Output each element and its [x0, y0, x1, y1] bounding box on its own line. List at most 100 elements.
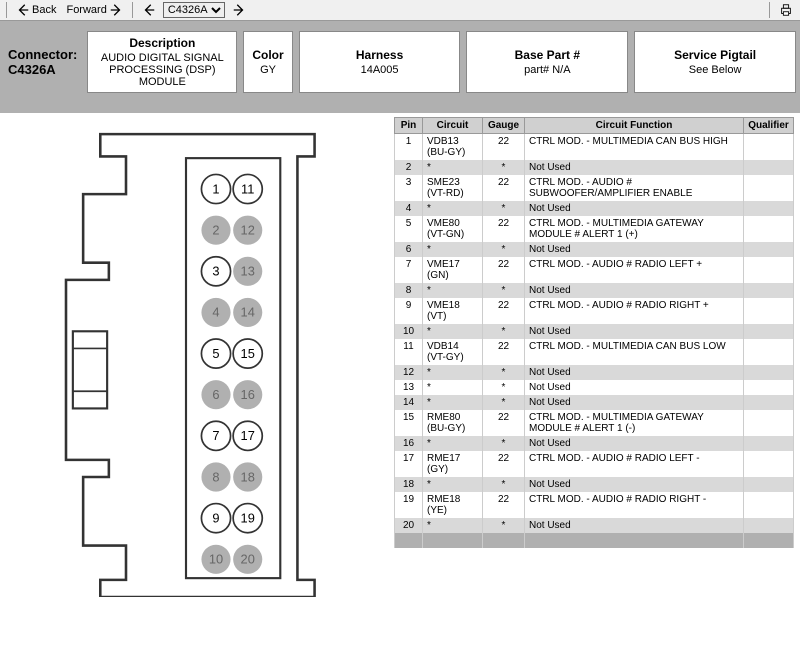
table-cell: 16 — [395, 436, 423, 451]
print-button[interactable] — [776, 2, 796, 18]
svg-text:12: 12 — [241, 222, 255, 237]
table-cell: * — [423, 242, 483, 257]
table-cell: 22 — [483, 492, 525, 518]
arrow-right-icon — [109, 3, 123, 17]
table-cell — [744, 324, 794, 339]
table-cell: * — [423, 436, 483, 451]
table-cell: 14 — [395, 395, 423, 410]
table-cell: 9 — [395, 298, 423, 324]
table-cell: * — [483, 395, 525, 410]
next-button[interactable] — [229, 2, 249, 18]
svg-text:19: 19 — [241, 510, 255, 525]
table-cell: CTRL MOD. - MULTIMEDIA GATEWAY MODULE # … — [525, 216, 744, 242]
table-cell: RME17 (GY) — [423, 451, 483, 477]
table-cell: * — [423, 283, 483, 298]
table-row: 13**Not Used — [395, 380, 794, 395]
table-cell: Not Used — [525, 518, 744, 533]
table-cell — [744, 242, 794, 257]
table-cell — [744, 134, 794, 161]
table-cell: Not Used — [525, 365, 744, 380]
table-row: 9VME18 (VT)22CTRL MOD. - AUDIO # RADIO R… — [395, 298, 794, 324]
table-cell: Not Used — [525, 477, 744, 492]
info-box: Description AUDIO DIGITAL SIGNAL PROCESSI… — [87, 31, 237, 93]
pin-table: PinCircuitGaugeCircuit FunctionQualifier… — [394, 117, 794, 548]
table-cell: 22 — [483, 451, 525, 477]
svg-text:9: 9 — [212, 510, 219, 525]
info-box: ColorGY — [243, 31, 292, 93]
table-cell: * — [483, 436, 525, 451]
table-cell — [744, 298, 794, 324]
svg-text:10: 10 — [209, 552, 223, 567]
table-cell: CTRL MOD. - AUDIO # RADIO LEFT + — [525, 257, 744, 283]
info-box-value: 14A005 — [308, 64, 452, 76]
table-cell: 22 — [483, 216, 525, 242]
connector-value: C4326A — [8, 62, 77, 77]
table-cell: VME80 (VT-GN) — [423, 216, 483, 242]
table-cell: 20 — [395, 518, 423, 533]
table-row: 1VDB13 (BU-GY)22CTRL MOD. - MULTIMEDIA C… — [395, 134, 794, 161]
table-cell — [744, 257, 794, 283]
svg-text:4: 4 — [212, 305, 219, 320]
connector-diagram: 1112123134145156167178189191020 — [6, 117, 386, 600]
info-box-value: See Below — [643, 64, 787, 76]
table-cell: VDB14 (VT-GY) — [423, 339, 483, 365]
table-cell — [744, 395, 794, 410]
table-header: Circuit Function — [525, 118, 744, 134]
table-cell: * — [423, 518, 483, 533]
svg-text:18: 18 — [241, 469, 255, 484]
table-cell: * — [423, 395, 483, 410]
table-cell — [744, 283, 794, 298]
table-cell: CTRL MOD. - AUDIO # RADIO RIGHT + — [525, 298, 744, 324]
table-cell: Not Used — [525, 380, 744, 395]
table-cell — [744, 492, 794, 518]
info-box-value: AUDIO DIGITAL SIGNAL PROCESSING (DSP) MO… — [96, 52, 228, 88]
table-cell: * — [423, 365, 483, 380]
table-cell: RME80 (BU-GY) — [423, 410, 483, 436]
table-cell: CTRL MOD. - MULTIMEDIA CAN BUS HIGH — [525, 134, 744, 161]
info-box-title: Description — [96, 36, 228, 50]
table-cell — [744, 201, 794, 216]
table-row: 6**Not Used — [395, 242, 794, 257]
svg-text:3: 3 — [212, 264, 219, 279]
table-row: 18**Not Used — [395, 477, 794, 492]
table-cell: 22 — [483, 410, 525, 436]
svg-text:8: 8 — [212, 469, 219, 484]
svg-text:20: 20 — [241, 552, 255, 567]
table-cell: * — [483, 518, 525, 533]
table-row: 19RME18 (YE)22CTRL MOD. - AUDIO # RADIO … — [395, 492, 794, 518]
forward-label: Forward — [66, 4, 106, 16]
svg-text:6: 6 — [212, 387, 219, 402]
table-cell — [744, 339, 794, 365]
table-cell: * — [483, 283, 525, 298]
table-row: 20**Not Used — [395, 518, 794, 533]
connector-select[interactable]: C4326A — [163, 2, 225, 18]
table-cell — [744, 216, 794, 242]
table-cell: Not Used — [525, 395, 744, 410]
table-cell: * — [423, 477, 483, 492]
table-cell: 10 — [395, 324, 423, 339]
info-box-title: Harness — [308, 48, 452, 62]
table-cell — [744, 410, 794, 436]
table-cell: * — [483, 380, 525, 395]
table-cell: CTRL MOD. - AUDIO # RADIO LEFT - — [525, 451, 744, 477]
table-cell: * — [423, 380, 483, 395]
table-cell: * — [423, 160, 483, 175]
table-header: Circuit — [423, 118, 483, 134]
table-cell: RME18 (YE) — [423, 492, 483, 518]
table-row: 14**Not Used — [395, 395, 794, 410]
arrow-right-icon — [232, 3, 246, 17]
table-header: Pin — [395, 118, 423, 134]
table-cell: Not Used — [525, 436, 744, 451]
svg-text:1: 1 — [212, 181, 219, 196]
back-button[interactable]: Back — [13, 2, 59, 18]
table-cell: 18 — [395, 477, 423, 492]
table-cell: 22 — [483, 298, 525, 324]
table-footer-row — [395, 533, 794, 548]
svg-text:11: 11 — [241, 181, 254, 196]
forward-button[interactable]: Forward — [63, 2, 125, 18]
table-cell: 22 — [483, 339, 525, 365]
table-cell — [744, 160, 794, 175]
table-cell — [744, 365, 794, 380]
prev-button[interactable] — [139, 2, 159, 18]
table-row: 12**Not Used — [395, 365, 794, 380]
